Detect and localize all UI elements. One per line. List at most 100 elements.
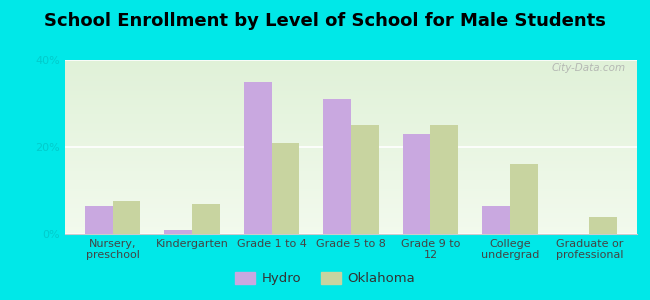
Bar — [65, 82, 637, 84]
Bar — [65, 64, 637, 65]
Bar — [65, 100, 637, 102]
Bar — [65, 142, 637, 143]
Bar — [65, 81, 637, 82]
Bar — [65, 143, 637, 145]
Bar — [65, 65, 637, 67]
Bar — [164, 230, 192, 234]
Bar — [65, 227, 637, 229]
Bar — [65, 177, 637, 178]
Bar — [65, 222, 637, 224]
Bar — [65, 124, 637, 126]
Bar — [65, 197, 637, 199]
Bar — [65, 121, 637, 123]
Bar — [65, 149, 637, 151]
Bar — [112, 201, 140, 234]
Bar — [65, 175, 637, 177]
Bar — [65, 196, 637, 197]
Bar — [65, 217, 637, 218]
Bar — [65, 140, 637, 142]
Bar — [65, 119, 637, 121]
Bar — [590, 217, 617, 234]
Bar — [65, 168, 637, 170]
Bar — [65, 192, 637, 194]
Bar — [65, 210, 637, 212]
Bar — [65, 163, 637, 164]
Bar — [65, 154, 637, 156]
Bar — [65, 180, 637, 182]
Bar — [65, 182, 637, 184]
Bar — [65, 95, 637, 97]
Bar — [65, 156, 637, 158]
Bar — [65, 62, 637, 64]
Bar — [65, 110, 637, 112]
Bar — [65, 158, 637, 159]
Bar — [65, 93, 637, 95]
Bar — [65, 79, 637, 81]
Bar — [65, 189, 637, 190]
Bar — [244, 82, 272, 234]
Bar — [65, 88, 637, 90]
Bar — [192, 203, 220, 234]
Bar — [85, 206, 112, 234]
Bar — [65, 161, 637, 163]
Bar — [65, 97, 637, 98]
Bar — [65, 213, 637, 215]
Bar — [65, 208, 637, 210]
Bar — [65, 164, 637, 166]
Bar — [272, 143, 300, 234]
Bar — [65, 199, 637, 201]
Bar — [65, 77, 637, 79]
Bar — [65, 166, 637, 168]
Bar — [65, 102, 637, 103]
Bar — [65, 116, 637, 117]
Bar — [65, 147, 637, 149]
Bar — [65, 74, 637, 76]
Bar — [65, 215, 637, 217]
Bar — [323, 99, 351, 234]
Bar — [510, 164, 538, 234]
Bar — [402, 134, 430, 234]
Text: School Enrollment by Level of School for Male Students: School Enrollment by Level of School for… — [44, 12, 606, 30]
Bar — [430, 125, 458, 234]
Bar — [65, 224, 637, 225]
Bar — [65, 114, 637, 116]
Bar — [65, 232, 637, 234]
Bar — [65, 107, 637, 109]
Bar — [65, 69, 637, 70]
Bar — [65, 98, 637, 100]
Bar — [65, 169, 637, 171]
Legend: Hydro, Oklahoma: Hydro, Oklahoma — [229, 266, 421, 290]
Bar — [65, 112, 637, 114]
Bar — [65, 206, 637, 208]
Bar — [65, 229, 637, 230]
Bar — [65, 220, 637, 222]
Bar — [65, 187, 637, 189]
Bar — [65, 131, 637, 133]
Bar — [65, 136, 637, 138]
Bar — [65, 194, 637, 196]
Bar — [482, 206, 510, 234]
Bar — [65, 171, 637, 173]
Bar — [65, 135, 637, 137]
Bar — [65, 60, 637, 62]
Bar — [65, 152, 637, 154]
Bar — [65, 76, 637, 77]
Bar — [65, 190, 637, 192]
Bar — [65, 178, 637, 180]
Bar — [65, 173, 637, 175]
Bar — [65, 201, 637, 203]
Bar — [351, 125, 379, 234]
Bar — [65, 138, 637, 140]
Bar — [65, 67, 637, 69]
Bar — [65, 185, 637, 187]
Bar — [65, 212, 637, 213]
Bar — [65, 204, 637, 206]
Bar — [65, 218, 637, 220]
Text: City-Data.com: City-Data.com — [551, 64, 625, 74]
Bar — [65, 105, 637, 107]
Bar — [65, 203, 637, 204]
Bar — [65, 90, 637, 91]
Bar — [65, 103, 637, 105]
Bar — [65, 133, 637, 135]
Bar — [65, 225, 637, 227]
